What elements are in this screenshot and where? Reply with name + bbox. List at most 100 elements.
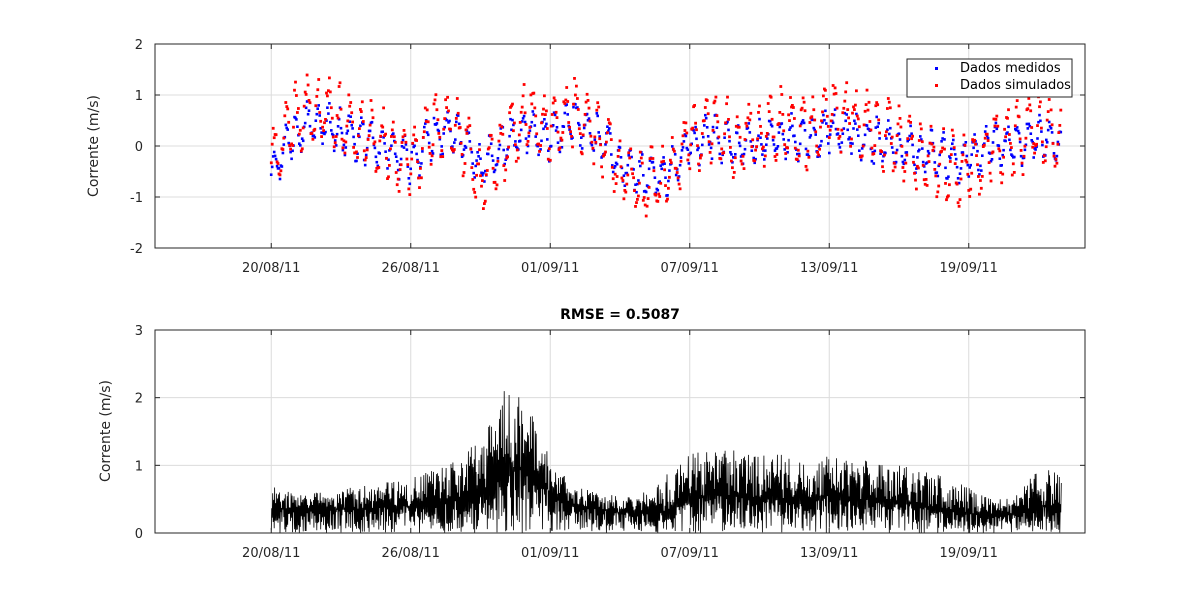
bottom-axes-frame (154, 329, 1086, 534)
point-dados-simulados (566, 100, 570, 103)
x-tick-label: 13/09/11 (800, 261, 858, 276)
point-dados-medidos (765, 143, 768, 146)
point-dados-medidos (587, 117, 591, 120)
point-dados-medidos (681, 146, 685, 149)
point-dados-simulados (586, 99, 590, 102)
point-dados-medidos (706, 135, 710, 138)
point-dados-simulados (452, 149, 455, 153)
point-dados-simulados (841, 111, 845, 115)
point-dados-simulados (357, 134, 360, 138)
point-dados-medidos (270, 165, 274, 169)
point-dados-medidos (953, 153, 957, 156)
point-dados-medidos (596, 114, 599, 118)
point-dados-simulados (635, 201, 638, 204)
point-dados-simulados (556, 130, 560, 134)
point-dados-simulados (1019, 149, 1023, 152)
point-dados-simulados (290, 142, 293, 146)
point-dados-medidos (456, 114, 460, 117)
point-dados-simulados (747, 102, 751, 106)
point-dados-simulados (999, 171, 1003, 174)
point-dados-medidos (1040, 130, 1043, 133)
point-dados-simulados (1021, 173, 1025, 176)
point-dados-simulados (952, 146, 956, 149)
point-dados-medidos (686, 148, 690, 151)
point-dados-simulados (644, 214, 648, 218)
legend-box (906, 58, 1073, 98)
point-dados-medidos (750, 149, 754, 152)
point-dados-simulados (303, 90, 307, 94)
point-dados-simulados (356, 156, 359, 159)
point-dados-medidos (568, 128, 571, 131)
point-dados-medidos (662, 156, 665, 159)
point-dados-simulados (834, 92, 838, 95)
point-dados-simulados (1059, 108, 1063, 112)
point-dados-simulados (552, 96, 556, 100)
point-dados-simulados (918, 122, 922, 126)
point-dados-medidos (580, 136, 583, 139)
point-dados-medidos (853, 119, 856, 123)
point-dados-medidos (737, 141, 741, 145)
point-dados-medidos (926, 149, 930, 153)
point-dados-simulados (1054, 157, 1058, 161)
point-dados-medidos (961, 151, 965, 154)
point-dados-medidos (918, 148, 921, 152)
point-dados-simulados (399, 163, 403, 167)
point-dados-medidos (842, 127, 846, 130)
point-dados-medidos (346, 129, 350, 133)
x-tick-label: 19/09/11 (940, 261, 998, 276)
point-dados-medidos (282, 143, 286, 146)
point-dados-simulados (917, 139, 921, 142)
point-dados-medidos (773, 149, 777, 152)
point-dados-simulados (926, 154, 930, 158)
point-dados-simulados (454, 117, 458, 120)
point-dados-simulados (587, 106, 591, 110)
point-dados-simulados (511, 102, 514, 106)
point-dados-medidos (816, 155, 819, 158)
point-dados-simulados (945, 198, 948, 202)
point-dados-simulados (562, 100, 566, 104)
point-dados-medidos (641, 153, 644, 156)
point-dados-medidos (345, 132, 349, 135)
point-dados-medidos (518, 139, 522, 143)
point-dados-simulados (447, 109, 450, 113)
point-dados-simulados (1041, 140, 1044, 144)
point-dados-medidos (980, 169, 983, 172)
point-dados-simulados (1050, 123, 1054, 127)
point-dados-simulados (815, 144, 819, 148)
point-dados-medidos (578, 123, 581, 127)
x-tick-label: 19/09/11 (940, 546, 998, 561)
point-dados-simulados (421, 136, 425, 139)
point-dados-simulados (726, 95, 729, 99)
point-dados-medidos (764, 149, 767, 152)
point-dados-medidos (782, 138, 785, 141)
point-dados-simulados (983, 136, 987, 140)
point-dados-medidos (653, 176, 657, 179)
point-dados-simulados (1045, 118, 1049, 122)
point-dados-medidos (1031, 140, 1034, 144)
point-dados-medidos (370, 120, 374, 124)
point-dados-medidos (296, 125, 299, 128)
point-dados-simulados (401, 135, 405, 139)
point-dados-simulados (363, 158, 367, 162)
point-dados-simulados (512, 129, 515, 133)
point-dados-simulados (305, 73, 309, 77)
point-dados-simulados (423, 106, 427, 110)
point-dados-simulados (1027, 97, 1031, 100)
point-dados-simulados (340, 137, 344, 141)
point-dados-simulados (986, 139, 990, 142)
top-scatter-panel: -2 -1 0 1 2 20/08/11 26/08/11 01/09/11 07/09/11… (86, 38, 1086, 276)
point-dados-simulados (445, 106, 448, 109)
point-dados-medidos (738, 144, 742, 148)
point-dados-simulados (756, 137, 759, 141)
point-dados-medidos (543, 118, 546, 121)
point-dados-simulados (1015, 99, 1019, 102)
point-dados-medidos (610, 153, 613, 156)
point-dados-medidos (304, 106, 308, 110)
point-dados-medidos (595, 112, 599, 115)
point-dados-medidos (979, 164, 982, 168)
point-dados-medidos (542, 127, 545, 131)
point-dados-simulados (579, 150, 583, 154)
point-dados-medidos (917, 149, 920, 153)
point-dados-medidos (684, 134, 688, 138)
point-dados-simulados (450, 146, 453, 150)
